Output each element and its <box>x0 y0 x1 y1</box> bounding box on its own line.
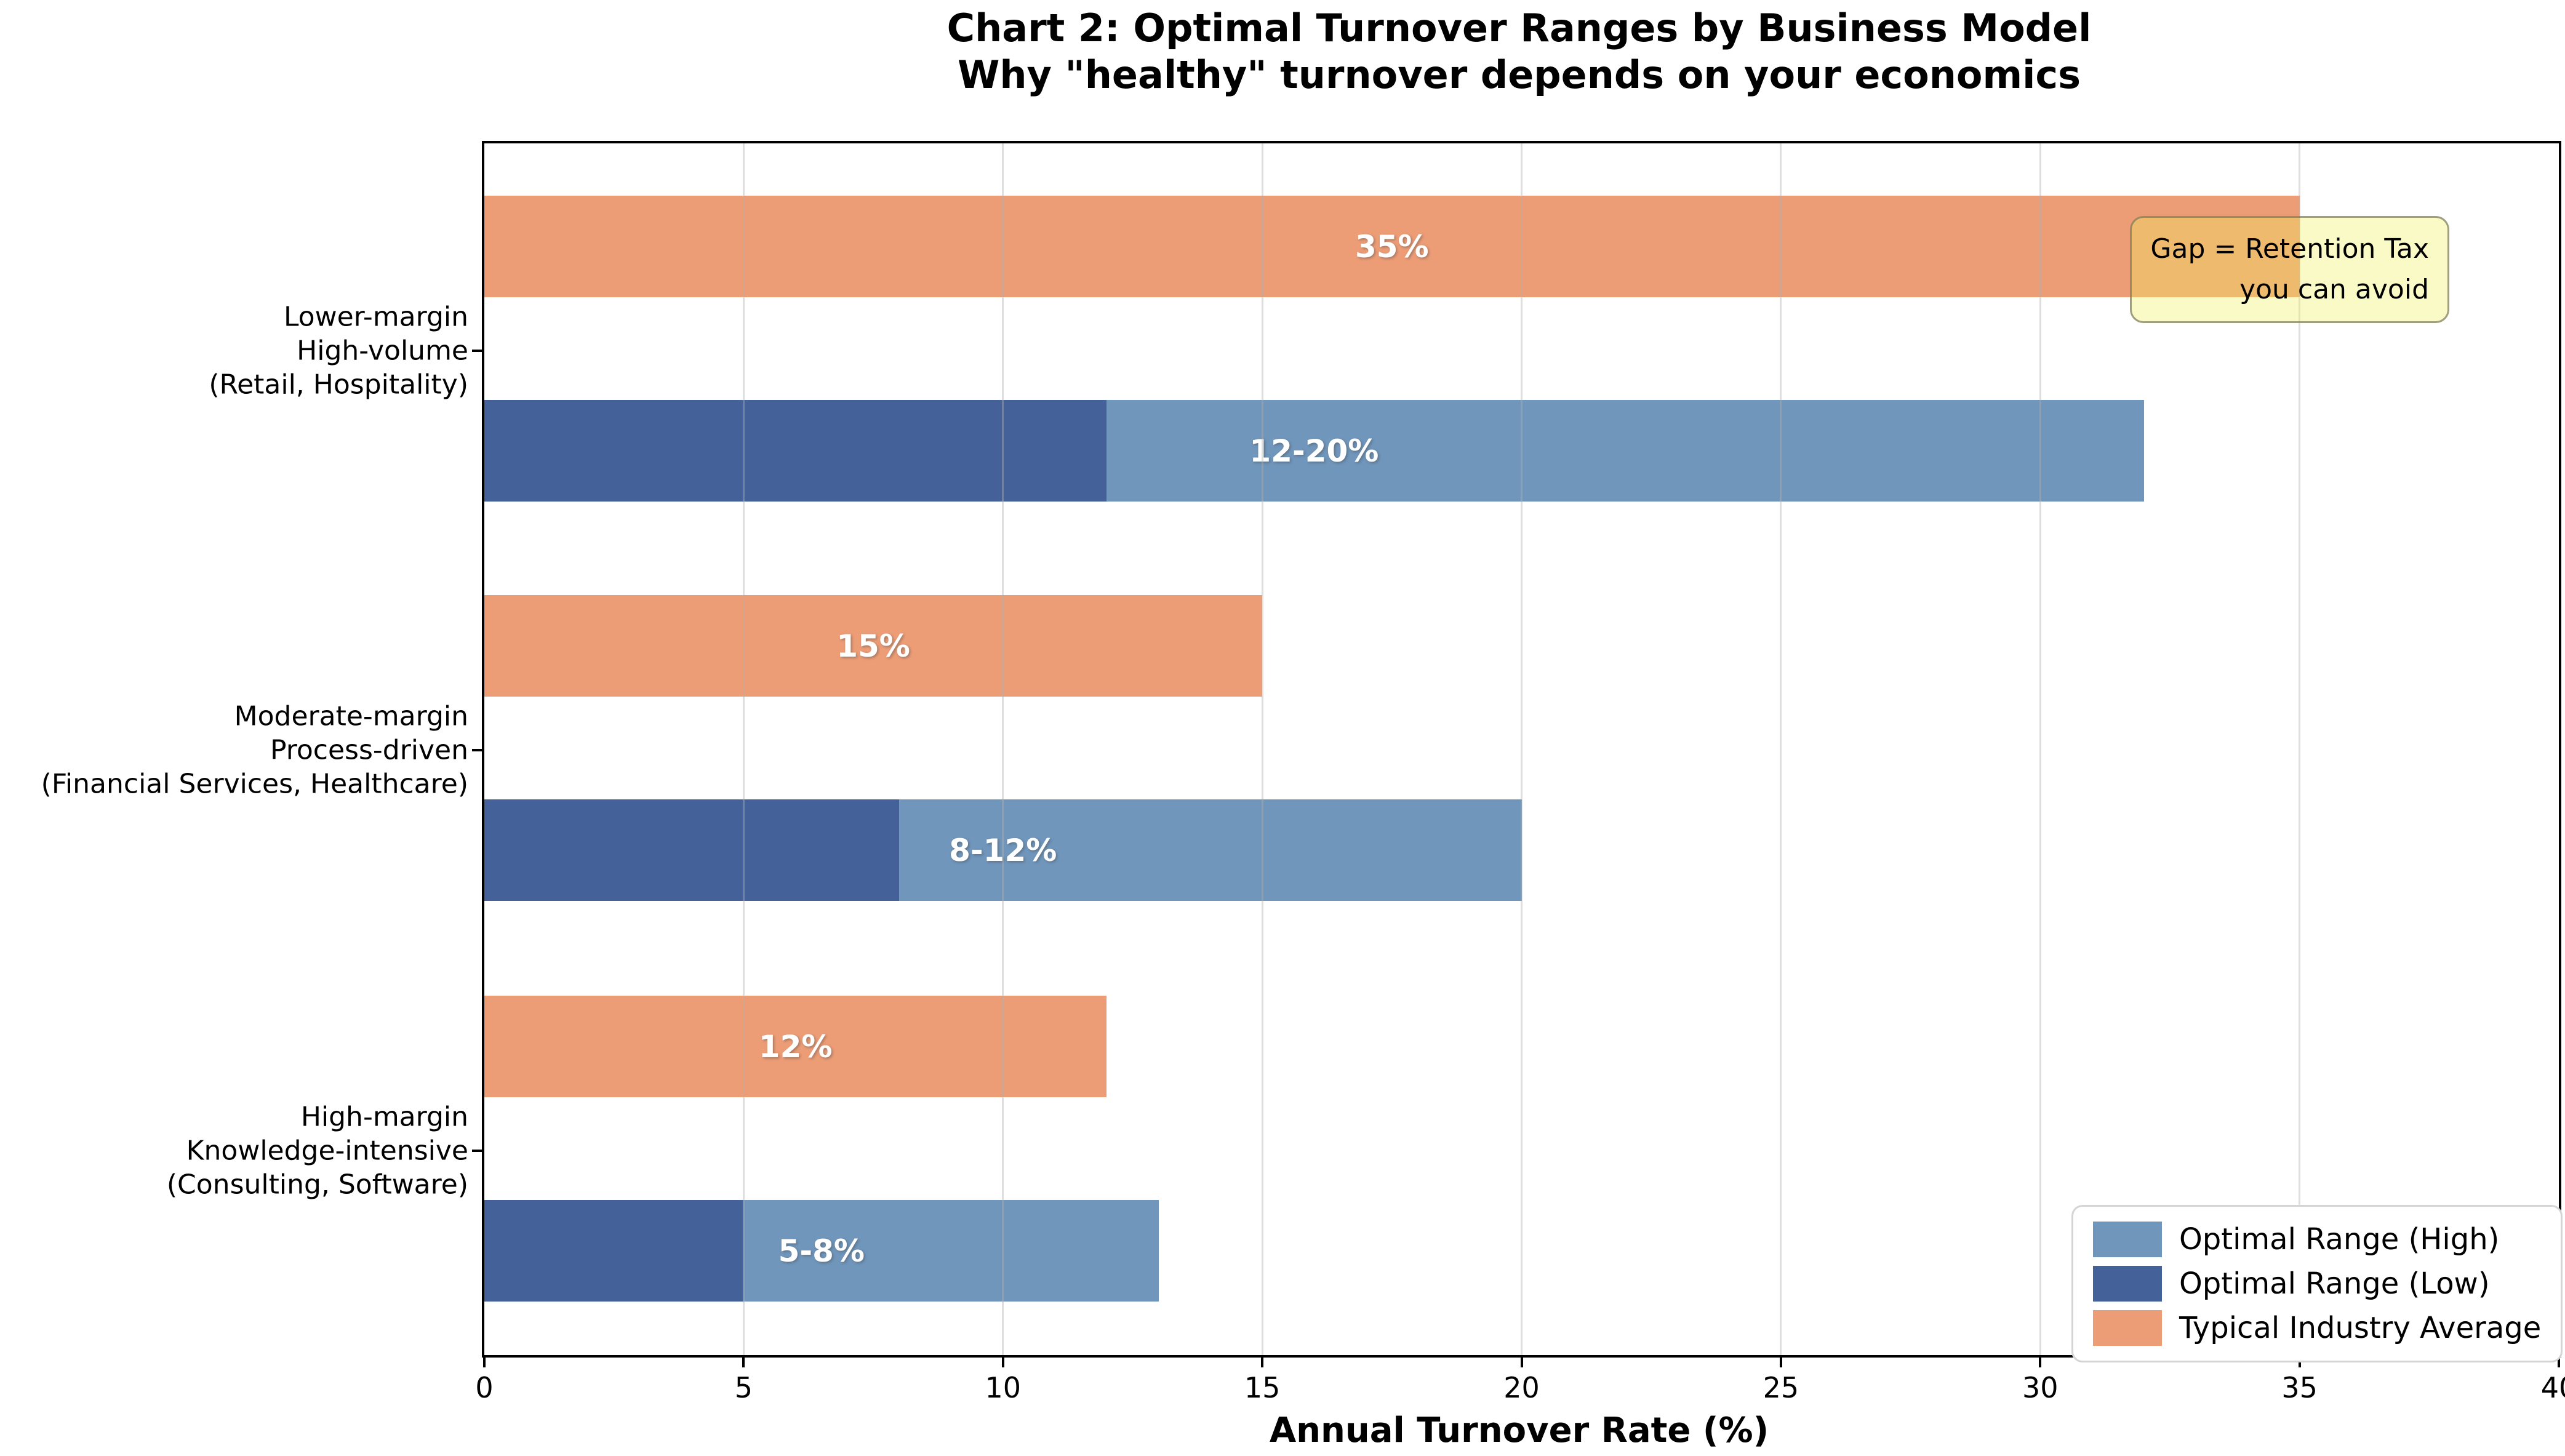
bar-segment-optimal-low <box>484 1200 744 1302</box>
gridline <box>2299 143 2301 1355</box>
y-axis-category-label-line: (Financial Services, Healthcare) <box>41 768 468 800</box>
x-axis-tick <box>2039 1358 2042 1367</box>
bar-value-label: 12-20% <box>1249 433 1379 469</box>
annotation-line2: you can avoid <box>2239 274 2429 305</box>
bar-value-label: 8-12% <box>949 832 1057 868</box>
y-axis-category-label-line: High-margin <box>300 1101 468 1133</box>
x-axis-tick-label: 35 <box>2281 1371 2318 1404</box>
bar-optimal-range: 8-12% <box>484 799 1522 901</box>
x-axis-tick <box>2558 1358 2560 1367</box>
legend-item: Optimal Range (High) <box>2093 1222 2541 1257</box>
bar-industry-average: 15% <box>484 595 1263 697</box>
bar-segment-optimal-high <box>1106 400 2144 502</box>
x-axis-title: Annual Turnover Rate (%) <box>1269 1410 1769 1450</box>
bar-value-label: 15% <box>836 628 910 664</box>
legend-label: Optimal Range (High) <box>2179 1222 2500 1257</box>
annotation-callout: Gap = Retention Tax you can avoid <box>2130 216 2449 323</box>
chart-title-line1: Chart 2: Optimal Turnover Ranges by Busi… <box>946 6 2092 50</box>
bar-segment-optimal-low <box>484 400 1107 502</box>
bar-segment-optimal-low <box>484 799 900 901</box>
y-axis-category-label-line: Process-driven <box>270 734 468 766</box>
x-axis-tick <box>1779 1358 1782 1367</box>
legend: Optimal Range (High) Optimal Range (Low) T… <box>2071 1205 2563 1362</box>
legend-swatch-optimal-range-high- <box>2093 1222 2162 1257</box>
x-axis-tick <box>742 1358 745 1367</box>
x-axis-tick <box>1520 1358 1523 1367</box>
y-axis-category-label: Lower-margin High-volume (Retail, Hospital… <box>209 300 468 402</box>
x-axis-tick-label: 30 <box>2022 1371 2059 1404</box>
gridline <box>1002 143 1004 1355</box>
y-axis-tick <box>472 749 482 751</box>
annotation-line1: Gap = Retention Tax <box>2150 233 2429 265</box>
x-axis-tick-label: 15 <box>1244 1371 1281 1404</box>
x-axis-tick-label: 10 <box>985 1371 1022 1404</box>
bar-industry-average: 12% <box>484 996 1107 1097</box>
gridline <box>1261 143 1263 1355</box>
legend-item: Optimal Range (Low) <box>2093 1266 2541 1302</box>
gridline <box>1780 143 1782 1355</box>
y-axis-tick <box>472 350 482 352</box>
legend-item: Typical Industry Average <box>2093 1310 2541 1346</box>
x-axis-tick <box>1001 1358 1004 1367</box>
bar-segment-optimal-high <box>899 799 1522 901</box>
gridline <box>2039 143 2041 1355</box>
x-axis-tick <box>1261 1358 1264 1367</box>
x-axis-tick-label: 5 <box>734 1371 753 1404</box>
legend-swatch-typical-industry-average <box>2093 1310 2162 1346</box>
bar-industry-average: 35% <box>484 196 2300 297</box>
bar-optimal-range: 12-20% <box>484 400 2144 502</box>
y-axis-category-label-line: Moderate-margin <box>234 700 468 732</box>
y-axis-category-label-line: (Retail, Hospitality) <box>209 369 468 401</box>
legend-label: Typical Industry Average <box>2179 1311 2542 1345</box>
x-axis-tick-label: 40 <box>2540 1371 2565 1404</box>
bar-value-label: 12% <box>758 1028 833 1065</box>
x-axis-tick <box>2298 1358 2301 1367</box>
y-axis-category-label-line: High-volume <box>297 335 468 367</box>
bar-optimal-range: 5-8% <box>484 1200 1159 1302</box>
bar-value-label: 35% <box>1355 228 1429 265</box>
gridline <box>742 143 745 1355</box>
y-axis-category-label: Moderate-margin Process-driven (Financial … <box>41 700 468 801</box>
x-axis-tick <box>483 1358 486 1367</box>
legend-swatch-optimal-range-low- <box>2093 1266 2162 1302</box>
legend-label: Optimal Range (Low) <box>2179 1266 2490 1301</box>
chart-title: Chart 2: Optimal Turnover Ranges by Busi… <box>482 5 2556 98</box>
y-axis-category-label-line: Lower-margin <box>283 301 468 333</box>
y-axis-category-label-line: (Consulting, Software) <box>166 1169 468 1201</box>
bar-segment-optimal-high <box>743 1200 1159 1302</box>
bar-value-label: 5-8% <box>778 1233 865 1269</box>
x-axis-tick-label: 0 <box>475 1371 494 1404</box>
plot-area: Gap = Retention Tax you can avoid Optima… <box>41 141 2565 1404</box>
chart-title-line2: Why "healthy" turnover depends on your e… <box>957 52 2081 97</box>
x-axis-tick-label: 20 <box>1503 1371 1540 1404</box>
x-axis-tick-label: 25 <box>1763 1371 1799 1404</box>
y-axis-tick <box>472 1150 482 1152</box>
gridline <box>1521 143 1523 1355</box>
y-axis-category-label: High-margin Knowledge-intensive (Consultin… <box>167 1100 468 1202</box>
y-axis-category-label-line: Knowledge-intensive <box>186 1135 468 1167</box>
